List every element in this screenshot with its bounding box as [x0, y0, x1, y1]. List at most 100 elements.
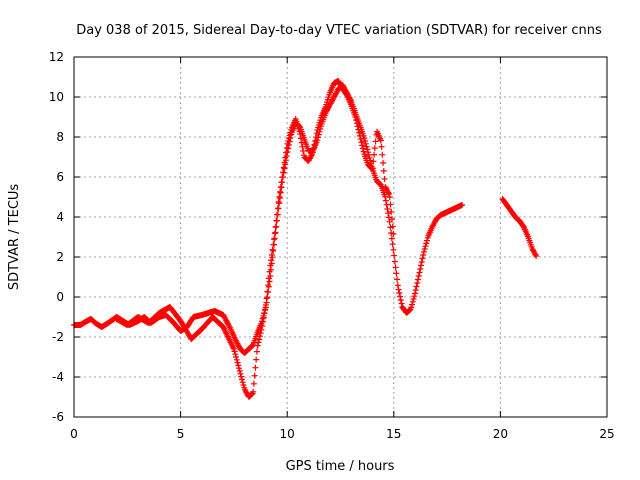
data-point-plus-marker: [281, 159, 288, 166]
data-point-plus-marker: [391, 258, 398, 265]
data-point-plus-marker: [256, 333, 263, 340]
data-point-plus-marker: [255, 339, 262, 346]
data-point-plus-marker: [272, 229, 279, 236]
data-point-plus-marker: [275, 198, 282, 205]
y-tick-label: 10: [49, 90, 64, 104]
data-point-plus-marker: [233, 356, 240, 363]
data-point-plus-marker: [362, 138, 369, 144]
data-point-plus-marker: [378, 143, 385, 150]
data-point-plus-marker: [380, 167, 387, 174]
y-tick-label: 2: [56, 250, 64, 264]
data-point-plus-marker: [282, 154, 289, 161]
x-tick-label: 15: [386, 427, 401, 441]
data-point-plus-marker: [363, 143, 370, 150]
data-point-plus-marker: [389, 223, 396, 230]
data-point-plus-marker: [459, 202, 466, 208]
data-point-plus-marker: [365, 152, 372, 158]
data-point-plus-marker: [369, 165, 376, 172]
data-point-plus-marker: [382, 197, 389, 204]
data-point-plus-marker: [410, 296, 417, 302]
data-point-plus-marker: [357, 136, 364, 143]
data-point-plus-marker: [371, 151, 378, 158]
data-point-plus-marker: [271, 230, 278, 237]
data-point-plus-marker: [387, 201, 394, 208]
data-point-plus-marker: [271, 235, 278, 242]
data-point-plus-marker: [359, 142, 366, 149]
data-point-plus-marker: [389, 241, 396, 248]
grid-lines: [74, 57, 607, 417]
y-tick-label: 8: [56, 130, 64, 144]
data-point-plus-marker: [359, 145, 366, 152]
data-point-plus-marker: [414, 276, 421, 283]
data-point-plus-marker: [283, 149, 290, 156]
data-point-plus-marker: [384, 206, 391, 212]
data-point-plus-marker: [388, 208, 395, 215]
data-point-plus-marker: [271, 236, 278, 243]
data-point-plus-marker: [300, 148, 307, 154]
data-point-plus-marker: [261, 310, 268, 317]
data-point-plus-marker: [420, 248, 427, 255]
data-point-plus-marker: [259, 318, 266, 325]
data-point-plus-marker: [388, 216, 395, 223]
data-point-plus-marker: [272, 224, 279, 231]
data-point-plus-marker: [343, 91, 350, 98]
data-point-plus-marker: [358, 139, 365, 146]
data-point-plus-marker: [362, 140, 369, 147]
data-point-plus-marker: [520, 223, 527, 230]
data-point-plus-marker: [250, 380, 257, 387]
data-point-plus-marker: [379, 151, 386, 158]
data-point-plus-marker: [250, 388, 257, 395]
data-point-plus-marker: [276, 200, 283, 207]
data-point-plus-marker: [284, 149, 291, 155]
data-point-plus-marker: [265, 282, 272, 289]
data-point-plus-marker: [412, 287, 419, 293]
chart-title: Day 038 of 2015, Sidereal Day-to-day VTE…: [76, 23, 602, 38]
data-point-plus-marker: [372, 138, 379, 145]
data-point-plus-marker: [277, 184, 284, 190]
data-point-plus-marker: [356, 132, 363, 139]
y-tick-label: -4: [52, 370, 64, 384]
y-tick-labels: -6 -4 -2 0 2 4 6 8 10 12: [49, 50, 64, 424]
data-point-plus-marker: [299, 143, 306, 150]
y-tick-label: 6: [56, 170, 64, 184]
data-point-plus-marker: [309, 149, 316, 156]
x-tick-label: 10: [280, 427, 295, 441]
data-point-plus-marker: [237, 370, 244, 377]
y-tick-label: 4: [56, 210, 64, 224]
data-point-plus-marker: [285, 145, 292, 152]
data-point-plus-marker: [390, 246, 397, 253]
data-point-plus-marker: [263, 295, 270, 302]
data-point-plus-marker: [380, 159, 387, 166]
data-point-plus-marker: [356, 129, 363, 136]
data-point-plus-marker: [352, 114, 359, 120]
data-point-plus-marker: [285, 138, 292, 144]
data-point-plus-marker: [370, 158, 377, 165]
data-point-plus-marker: [394, 276, 401, 283]
data-point-plus-marker: [408, 304, 415, 311]
data-point-plus-marker: [254, 342, 261, 349]
data-point-plus-marker: [414, 280, 421, 286]
data-point-plus-marker: [395, 286, 402, 293]
data-point-plus-marker: [231, 348, 238, 355]
data-point-plus-marker: [269, 246, 276, 253]
data-point-plus-marker: [353, 117, 360, 124]
x-tick-label: 0: [70, 427, 78, 441]
data-point-plus-marker: [267, 262, 274, 269]
data-point-plus-marker: [262, 306, 269, 313]
data-point-plus-marker: [391, 252, 398, 259]
data-point-plus-marker: [280, 164, 287, 171]
data-point-plus-marker: [392, 264, 399, 271]
data-point-plus-marker: [236, 365, 243, 372]
data-points: [71, 78, 540, 400]
x-axis-title: GPS time / hours: [286, 459, 395, 474]
data-point-plus-marker: [251, 372, 258, 379]
y-tick-label: -6: [52, 410, 64, 424]
data-point-plus-marker: [296, 128, 303, 135]
data-point-plus-marker: [264, 294, 271, 301]
data-point-plus-marker: [312, 134, 319, 141]
data-point-plus-marker: [273, 217, 280, 224]
data-point-plus-marker: [234, 359, 241, 366]
data-point-plus-marker: [409, 301, 416, 308]
data-point-plus-marker: [297, 131, 304, 138]
